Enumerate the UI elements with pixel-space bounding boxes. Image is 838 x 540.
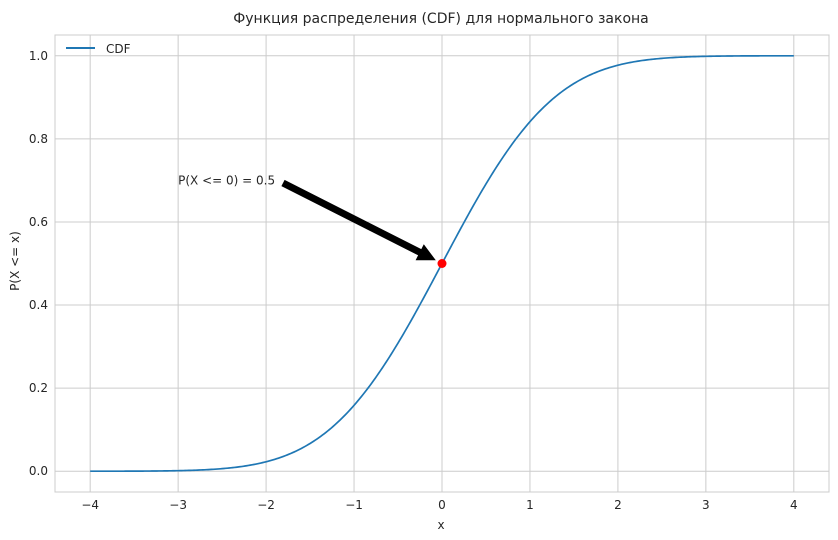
annotation-layer: P(X <= 0) = 0.5: [178, 173, 436, 261]
x-axis-label: x: [437, 518, 444, 532]
x-tick-label-8: 4: [790, 498, 798, 512]
x-tick-label-5: 1: [526, 498, 534, 512]
y-tick-label-3: 0.6: [29, 215, 48, 229]
x-tick-label-6: 2: [614, 498, 622, 512]
y-axis-ticks: 0.0 0.2 0.4 0.6 0.8 1.0: [29, 49, 48, 478]
y-tick-label-2: 0.4: [29, 298, 48, 312]
x-tick-label-1: −3: [169, 498, 187, 512]
legend-label-cdf: CDF: [106, 42, 131, 56]
x-tick-label-7: 3: [702, 498, 710, 512]
x-tick-label-2: −2: [257, 498, 275, 512]
x-tick-label-3: −1: [345, 498, 363, 512]
y-axis-label: P(X <= x): [8, 231, 22, 291]
highlight-point-marker: [437, 259, 447, 268]
series-layer: [90, 54, 794, 473]
legend: CDF: [66, 42, 131, 56]
plot-frame: [54, 34, 830, 493]
x-tick-label-4: 0: [438, 498, 446, 512]
y-tick-label-5: 1.0: [29, 49, 48, 63]
annotation-arrow: [281, 179, 436, 261]
y-tick-label-0: 0.0: [29, 464, 48, 478]
chart-title: Функция распределения (CDF) для нормальн…: [233, 11, 649, 27]
y-tick-label-4: 0.8: [29, 132, 48, 146]
y-tick-label-1: 0.2: [29, 381, 48, 395]
annotation-text: P(X <= 0) = 0.5: [178, 173, 275, 187]
x-axis-ticks: −4 −3 −2 −1 0 1 2 3 4: [81, 498, 797, 512]
x-tick-label-0: −4: [81, 498, 99, 512]
grid: [55, 35, 829, 492]
